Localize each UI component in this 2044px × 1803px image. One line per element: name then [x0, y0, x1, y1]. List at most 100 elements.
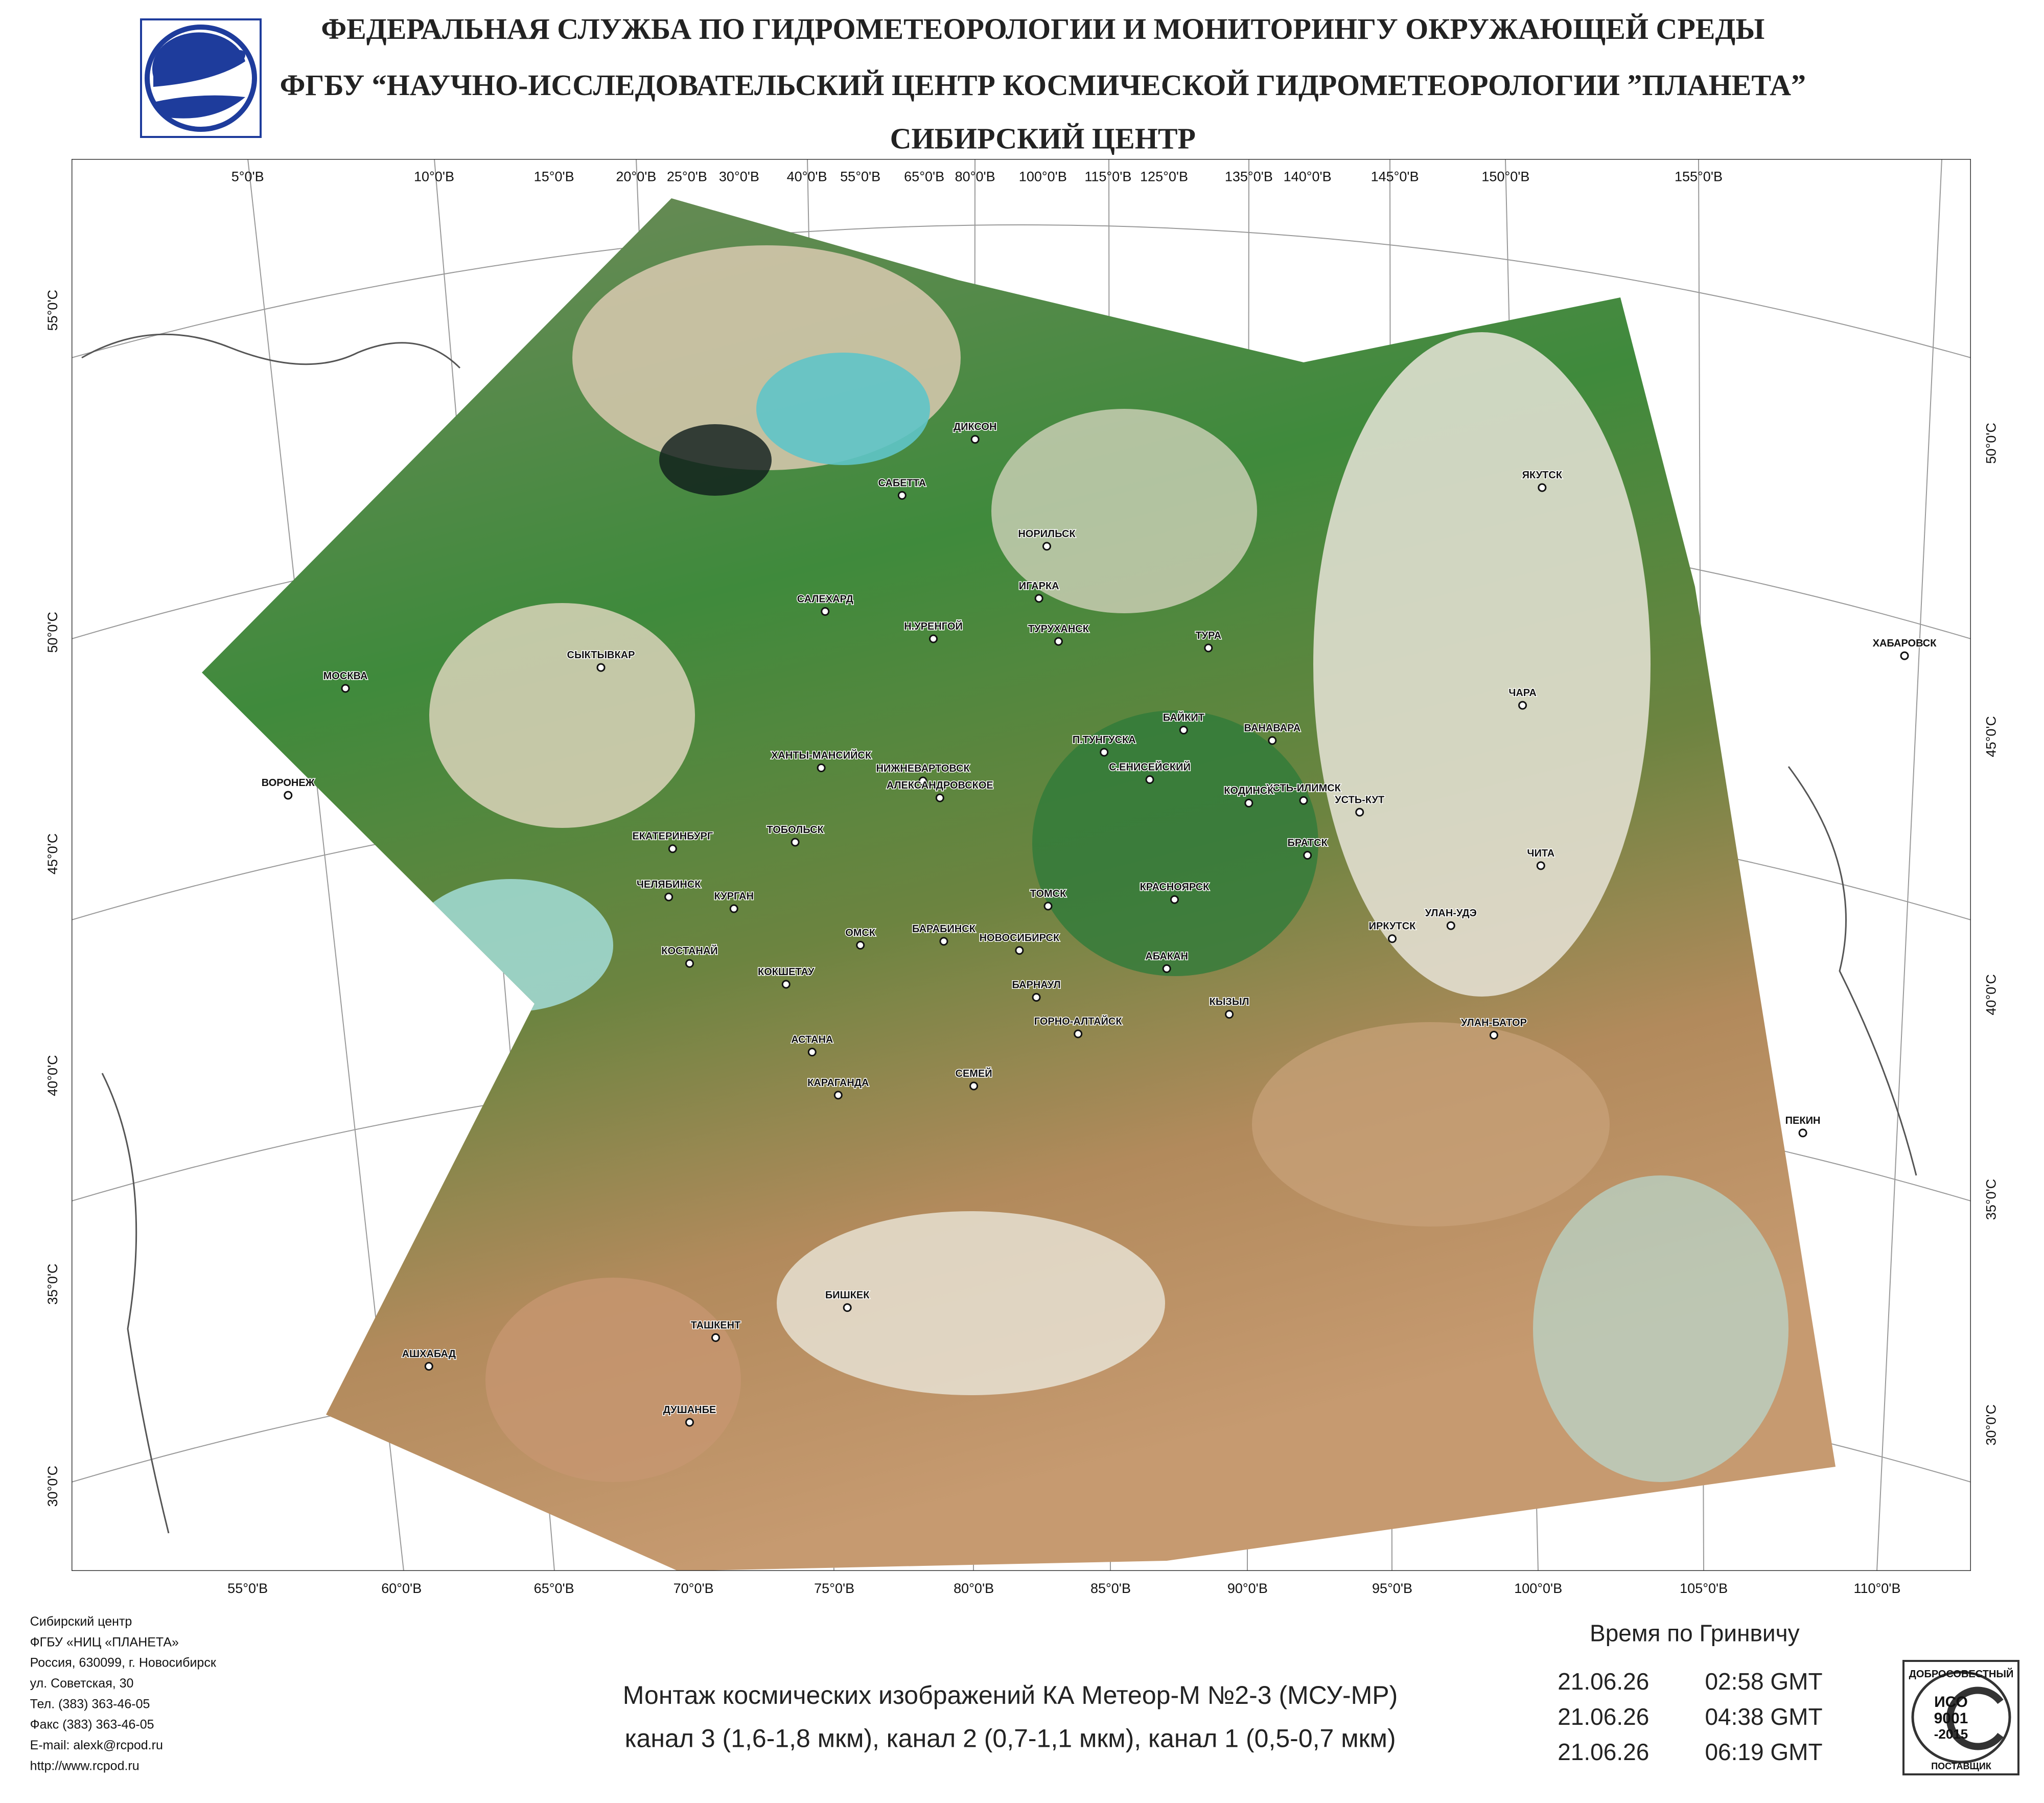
- city: ОМСК: [845, 927, 876, 950]
- city: КЫЗЫЛ: [1209, 996, 1250, 1019]
- top-longitude-label: 150°0'В: [1481, 169, 1529, 184]
- city-marker: [939, 937, 948, 946]
- city: ВАНАВАРА: [1243, 722, 1302, 745]
- contact-line: Россия, 630099, г. Новосибирск: [30, 1656, 217, 1670]
- bottom-longitude-label: 105°0'В: [1680, 1581, 1728, 1596]
- bottom-longitude-label: 60°0'В: [381, 1581, 422, 1596]
- city: УЛАН-БАТОР: [1460, 1016, 1527, 1040]
- logo: [140, 18, 262, 138]
- city-label: ЯКУТСК: [1522, 470, 1563, 481]
- city: ТОМСК: [1029, 887, 1067, 911]
- city: КАРАГАНДА: [807, 1076, 870, 1100]
- header-line: ФГБУ “НАУЧНО-ИССЛЕДОВАТЕЛЬСКИЙ ЦЕНТР КОС…: [280, 68, 1806, 102]
- city-label: ПЕКИН: [1785, 1115, 1821, 1126]
- city-label: УСТЬ-КУТ: [1335, 794, 1384, 805]
- city-marker: [685, 1418, 694, 1427]
- clouds: [409, 245, 1788, 1482]
- city: ТАШКЕНТ: [690, 1319, 741, 1342]
- city-marker: [424, 1361, 433, 1371]
- left-latitude-label: 30°0'С: [45, 1466, 60, 1507]
- city-label: С.ЕНИСЕЙСКИЙ: [1109, 761, 1191, 773]
- city-label: ЧИТА: [1527, 848, 1554, 859]
- city-marker: [791, 838, 800, 847]
- city-marker: [1387, 934, 1397, 943]
- city-marker: [935, 793, 944, 802]
- time-title: Время по Гринвичу: [1590, 1620, 1800, 1647]
- top-longitude-label: 100°0'В: [1019, 169, 1067, 184]
- city-label: ГОРНО-АЛТАЙСК: [1034, 1015, 1123, 1027]
- city: ИРКУТСК: [1368, 920, 1417, 943]
- city-marker: [341, 684, 350, 693]
- city-marker: [1204, 643, 1213, 653]
- city: АСТАНА: [791, 1033, 834, 1057]
- bottom-longitude-label: 90°0'В: [1227, 1581, 1268, 1596]
- city: СЫКТЫВКАР: [566, 649, 636, 672]
- city-label: ЧЕЛЯБИНСК: [637, 879, 701, 890]
- city-label: САБЕТТА: [878, 477, 926, 489]
- city: ЕКАТЕРИНБУРГ: [632, 830, 714, 853]
- top-longitude-label: 80°0'В: [955, 169, 995, 184]
- city-marker: [1100, 748, 1109, 757]
- bottom-longitude-label: 70°0'В: [673, 1581, 714, 1596]
- time-date: 21.06.26: [1558, 1703, 1649, 1730]
- city-label: БРАТСК: [1288, 837, 1328, 848]
- city-label: ДИКСОН: [954, 422, 997, 433]
- bottom-longitude-label: 85°0'В: [1090, 1581, 1131, 1596]
- city-marker: [1145, 775, 1154, 784]
- contact-line: http://www.rcpod.ru: [30, 1759, 140, 1773]
- city-label: САЛЕХАРД: [797, 593, 853, 605]
- city-marker: [929, 634, 938, 643]
- city: БАЙКИТ: [1162, 710, 1205, 735]
- city: ИГАРКА: [1018, 580, 1060, 603]
- city-marker: [1170, 895, 1179, 904]
- city-marker: [1489, 1031, 1498, 1040]
- city-marker: [1162, 964, 1171, 973]
- city-marker: [1034, 594, 1043, 603]
- contact-line: ФГБУ «НИЦ «ПЛАНЕТА»: [30, 1635, 179, 1649]
- bottom-longitude-label: 65°0'В: [534, 1581, 574, 1596]
- city-marker: [729, 904, 738, 913]
- header-line: ФЕДЕРАЛЬНАЯ СЛУЖБА ПО ГИДРОМЕТЕОРОЛОГИИ …: [321, 12, 1764, 45]
- city: КРАСНОЯРСК: [1139, 881, 1211, 904]
- city-marker: [1268, 736, 1277, 745]
- time-value: 06:19 GMT: [1705, 1739, 1822, 1765]
- cert-standard: 9001: [1934, 1710, 1968, 1727]
- city-label: БИШКЕК: [825, 1290, 870, 1301]
- city-marker: [843, 1303, 852, 1312]
- time-value: 04:38 GMT: [1705, 1703, 1822, 1730]
- top-longitude-label: 10°0'В: [414, 169, 454, 184]
- city-label: БАРНАУЛ: [1012, 980, 1060, 991]
- city-marker: [1042, 542, 1051, 551]
- contact-line: ул. Советская, 30: [30, 1676, 134, 1691]
- city: ЯКУТСК: [1521, 469, 1563, 492]
- city-label: КОДИНСК: [1224, 785, 1274, 796]
- coastlines: [81, 333, 1917, 1534]
- city-marker: [1798, 1128, 1807, 1138]
- city-marker: [1355, 807, 1364, 817]
- bottom-longitude-label: 55°0'В: [227, 1581, 268, 1596]
- top-longitude-label: 25°0'В: [667, 169, 707, 184]
- city: ТОБОЛЬСК: [766, 823, 825, 847]
- left-latitude-label: 55°0'С: [45, 290, 60, 331]
- bottom-longitude-label: 80°0'В: [954, 1581, 994, 1596]
- city: УЛАН-УДЭ: [1424, 907, 1477, 930]
- top-longitude-label: 40°0'В: [787, 169, 827, 184]
- city: УСТЬ-КУТ: [1334, 794, 1385, 817]
- city: НИЖНЕВАРТОВСК: [875, 762, 971, 785]
- time-date: 21.06.26: [1558, 1739, 1649, 1765]
- city: ЧЕЛЯБИНСК: [636, 879, 702, 902]
- contact-line: Тел. (383) 363-46-05: [30, 1697, 150, 1711]
- city-marker: [664, 892, 673, 902]
- top-longitude-label: 55°0'В: [840, 169, 880, 184]
- city: КОСТАНАЙ: [661, 944, 718, 968]
- city-marker: [1032, 993, 1041, 1002]
- city-label: ДУШАНБЕ: [663, 1404, 716, 1416]
- top-longitude-label: 145°0'В: [1371, 169, 1419, 184]
- city-label: АШХАБАД: [402, 1348, 456, 1359]
- city-label: КАРАГАНДА: [807, 1077, 869, 1089]
- city-marker: [897, 491, 907, 500]
- city: ПЕКИН: [1784, 1114, 1821, 1138]
- top-longitude-label: 20°0'В: [616, 169, 656, 184]
- city-label: ХАБАРОВСК: [1873, 638, 1937, 649]
